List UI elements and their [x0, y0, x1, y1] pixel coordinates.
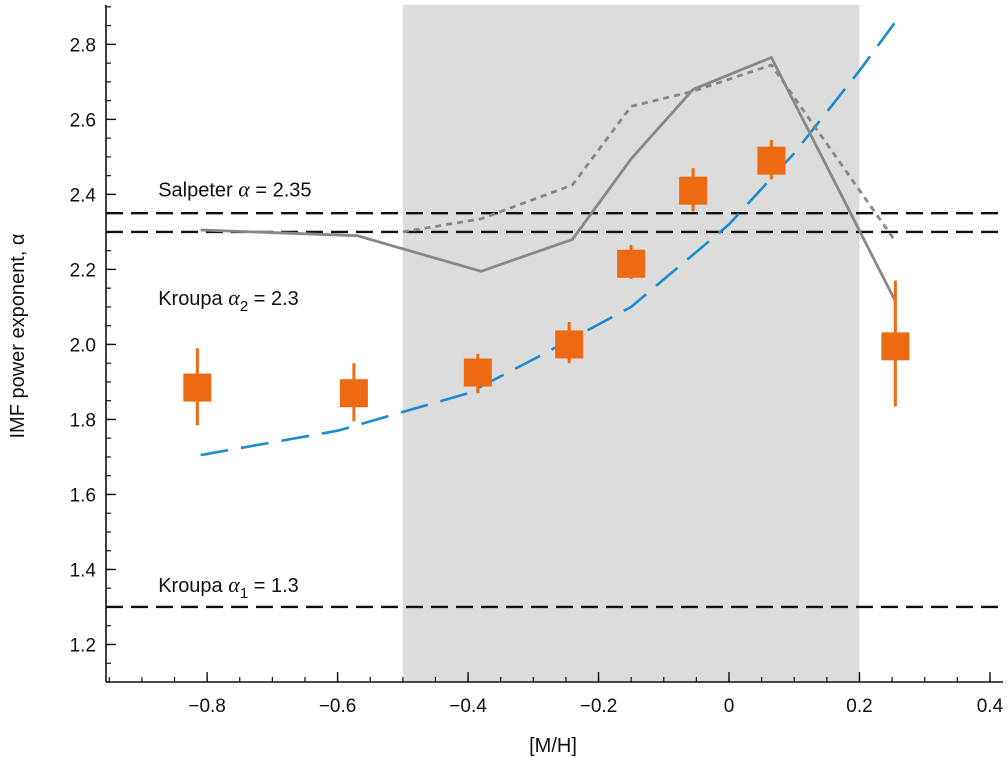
alpha-symbol: α	[238, 176, 250, 201]
alpha-subscript: 2	[240, 298, 248, 315]
series-line-solid	[200, 55, 897, 302]
x-tick-label-6: 0.4	[977, 696, 1004, 717]
data-point-4	[617, 249, 646, 278]
label-prefix: Kroupa	[158, 575, 228, 597]
y-tick-label-5: 2.2	[70, 260, 96, 281]
y-tick-label-8: 2.8	[70, 35, 96, 56]
x-tick-label-1: −0.6	[319, 696, 357, 717]
data-point-3	[555, 330, 584, 359]
x-axis-title: [M/H]	[529, 735, 577, 757]
y-tick-label-0: 1.2	[70, 635, 96, 656]
data-point-5	[679, 176, 708, 205]
y-axis-title: IMF power exponent, α	[7, 234, 29, 439]
y-tick-label-2: 1.6	[70, 485, 96, 506]
reference-line-label-1: Kroupa α2 = 2.3	[158, 285, 299, 315]
label-suffix: = 2.35	[250, 179, 312, 201]
shaded-region-layer	[402, 5, 860, 682]
label-prefix: Salpeter	[158, 179, 238, 201]
axes-layer: −0.8 −0.6 −0.4 −0.2 0 0.2 0.4 1.2 1.4 1.6 1.8 2.0 2.…	[70, 5, 1004, 717]
x-tick-label-5: 0.2	[846, 696, 872, 717]
alpha-symbol: α	[228, 285, 240, 310]
y-tick-label-7: 2.6	[70, 110, 96, 131]
reference-line-label-0: Salpeter α = 2.35	[158, 176, 311, 201]
label-prefix: Kroupa	[158, 288, 228, 310]
x-tick-label-0: −0.8	[188, 696, 226, 717]
data-point-6	[757, 146, 786, 175]
label-suffix: = 2.3	[248, 288, 299, 310]
alpha-subscript: 1	[240, 585, 248, 602]
data-point-1	[339, 379, 368, 408]
series-layer	[183, 21, 910, 457]
series-line-dotted	[402, 63, 897, 243]
data-point-2	[463, 358, 492, 387]
y-tick-label-3: 1.8	[70, 410, 96, 431]
reference-line-label-2: Kroupa α1 = 1.3	[158, 572, 299, 602]
x-tick-label-3: −0.2	[580, 696, 618, 717]
y-tick-label-1: 1.4	[70, 560, 97, 581]
y-tick-label-6: 2.4	[70, 185, 97, 206]
alpha-symbol: α	[228, 572, 240, 597]
shaded-region	[402, 5, 860, 682]
x-tick-label-2: −0.4	[449, 696, 487, 717]
y-tick-label-4: 2.0	[70, 335, 96, 356]
label-suffix: = 1.3	[248, 575, 299, 597]
data-point-0	[183, 373, 212, 402]
data-point-7	[881, 332, 910, 361]
x-tick-label-4: 0	[724, 696, 735, 717]
series-line-long-dash	[200, 21, 897, 457]
